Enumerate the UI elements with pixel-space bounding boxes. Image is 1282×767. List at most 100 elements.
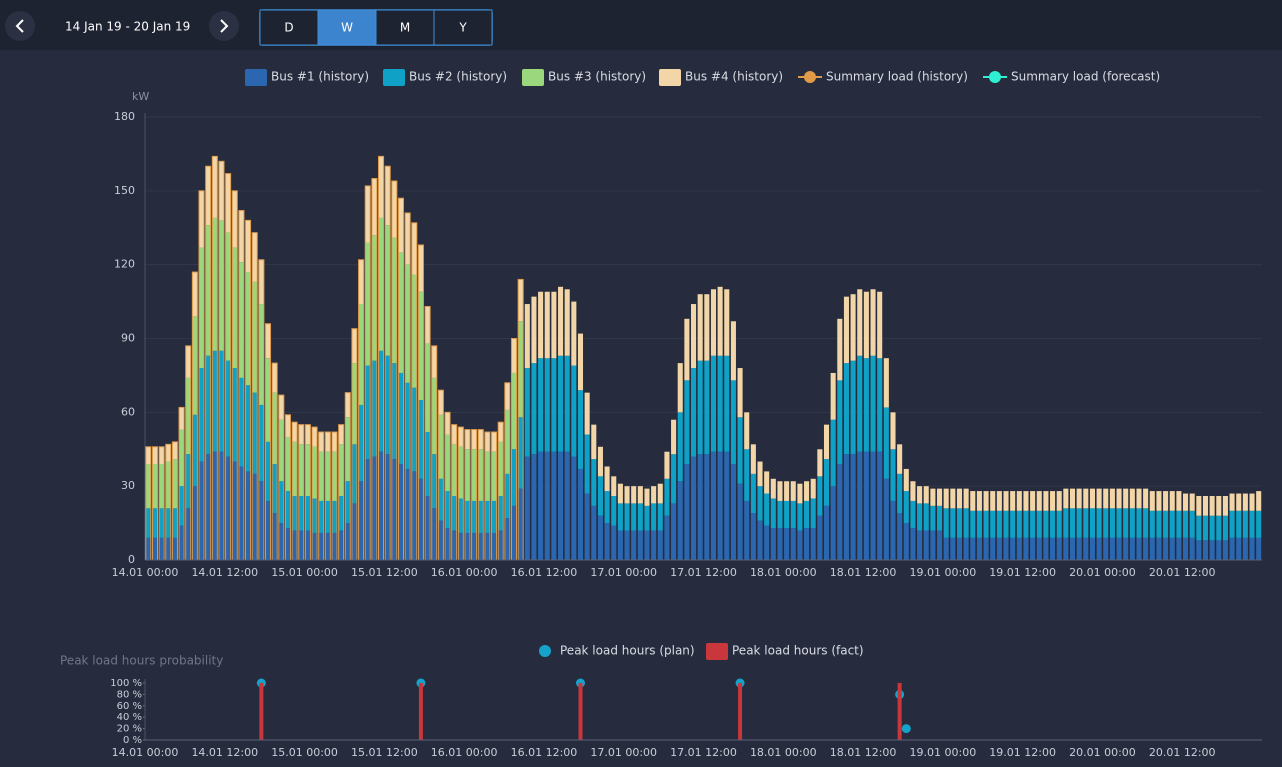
bar (1216, 540, 1222, 560)
bar (471, 449, 477, 501)
bar (817, 476, 823, 516)
bar (451, 444, 457, 497)
bar (1143, 508, 1149, 538)
bar (192, 272, 198, 317)
bar (990, 510, 996, 538)
bar (1036, 537, 1042, 560)
bar (950, 537, 956, 560)
bar (425, 432, 431, 497)
bar (159, 537, 165, 560)
bar (843, 296, 849, 364)
bar (531, 454, 537, 560)
bar (843, 454, 849, 560)
bar (538, 291, 544, 359)
bar (491, 532, 497, 560)
bar (617, 530, 623, 560)
bar (471, 532, 477, 560)
x-tick-label: 16.01 12:00 (511, 746, 578, 759)
bar (518, 321, 524, 418)
period-button[interactable] (259, 9, 319, 46)
bar (910, 500, 916, 529)
bar (471, 500, 477, 533)
bar (325, 432, 331, 452)
legend-dot (989, 71, 1001, 83)
bar (697, 454, 703, 560)
bar (704, 294, 710, 361)
bar (604, 523, 610, 560)
bar (890, 449, 896, 501)
bar (511, 505, 517, 560)
bar (558, 451, 564, 560)
bar (804, 481, 810, 501)
bar (1069, 508, 1076, 538)
bar (331, 451, 338, 501)
x-tick-label: 17.01 12:00 (670, 566, 737, 579)
bar (411, 222, 417, 275)
bar (1096, 537, 1102, 560)
bar (1123, 488, 1129, 509)
next-button[interactable] (209, 11, 239, 41)
bar (730, 380, 736, 465)
bar (159, 508, 165, 538)
period-button[interactable] (375, 9, 435, 46)
bar (691, 368, 697, 457)
legend-dot (804, 71, 816, 83)
bar (252, 232, 258, 282)
bar (371, 360, 377, 457)
bar (1050, 537, 1056, 560)
bar (1222, 496, 1228, 516)
bar (205, 166, 211, 226)
bar (458, 532, 464, 560)
bar (411, 471, 417, 560)
bar (491, 500, 497, 533)
bar (777, 500, 783, 529)
prev-button[interactable] (5, 11, 35, 41)
bar (531, 296, 537, 364)
bar (877, 451, 883, 560)
bar (976, 491, 982, 511)
bar (571, 456, 577, 560)
bar (232, 461, 238, 560)
bar (358, 404, 364, 482)
bar (518, 279, 524, 322)
bar (1083, 488, 1089, 509)
bar (1023, 510, 1029, 538)
bar (318, 500, 324, 533)
bar (591, 505, 597, 560)
bar (937, 530, 943, 560)
bar (225, 456, 231, 560)
y-tick-label: 60 % (117, 701, 142, 712)
bar (1129, 508, 1135, 538)
bar (451, 496, 457, 531)
bar (837, 464, 843, 560)
bar (923, 503, 929, 531)
bar (664, 515, 670, 560)
period-button[interactable] (433, 9, 493, 46)
bar (491, 451, 497, 501)
bar (1149, 510, 1155, 538)
dot (901, 724, 911, 734)
bar (657, 503, 663, 531)
bar (504, 518, 510, 560)
bar (804, 500, 810, 529)
bar (890, 412, 896, 450)
bar (272, 392, 278, 465)
bar (425, 343, 431, 433)
bar (1176, 510, 1182, 538)
bar (198, 368, 205, 462)
bar (478, 532, 484, 560)
bar (538, 358, 544, 452)
bar (843, 363, 849, 455)
bar (272, 513, 278, 560)
x-tick-label: 14.01 12:00 (191, 566, 258, 579)
y-tick-label: 80 % (117, 689, 142, 700)
bar (571, 365, 577, 457)
bar (258, 481, 264, 560)
bar (644, 530, 650, 560)
bar (1103, 488, 1109, 509)
period-button[interactable] (317, 9, 377, 46)
bar (677, 481, 683, 560)
bar (498, 530, 504, 560)
bar (1043, 510, 1049, 538)
bar (265, 323, 271, 359)
